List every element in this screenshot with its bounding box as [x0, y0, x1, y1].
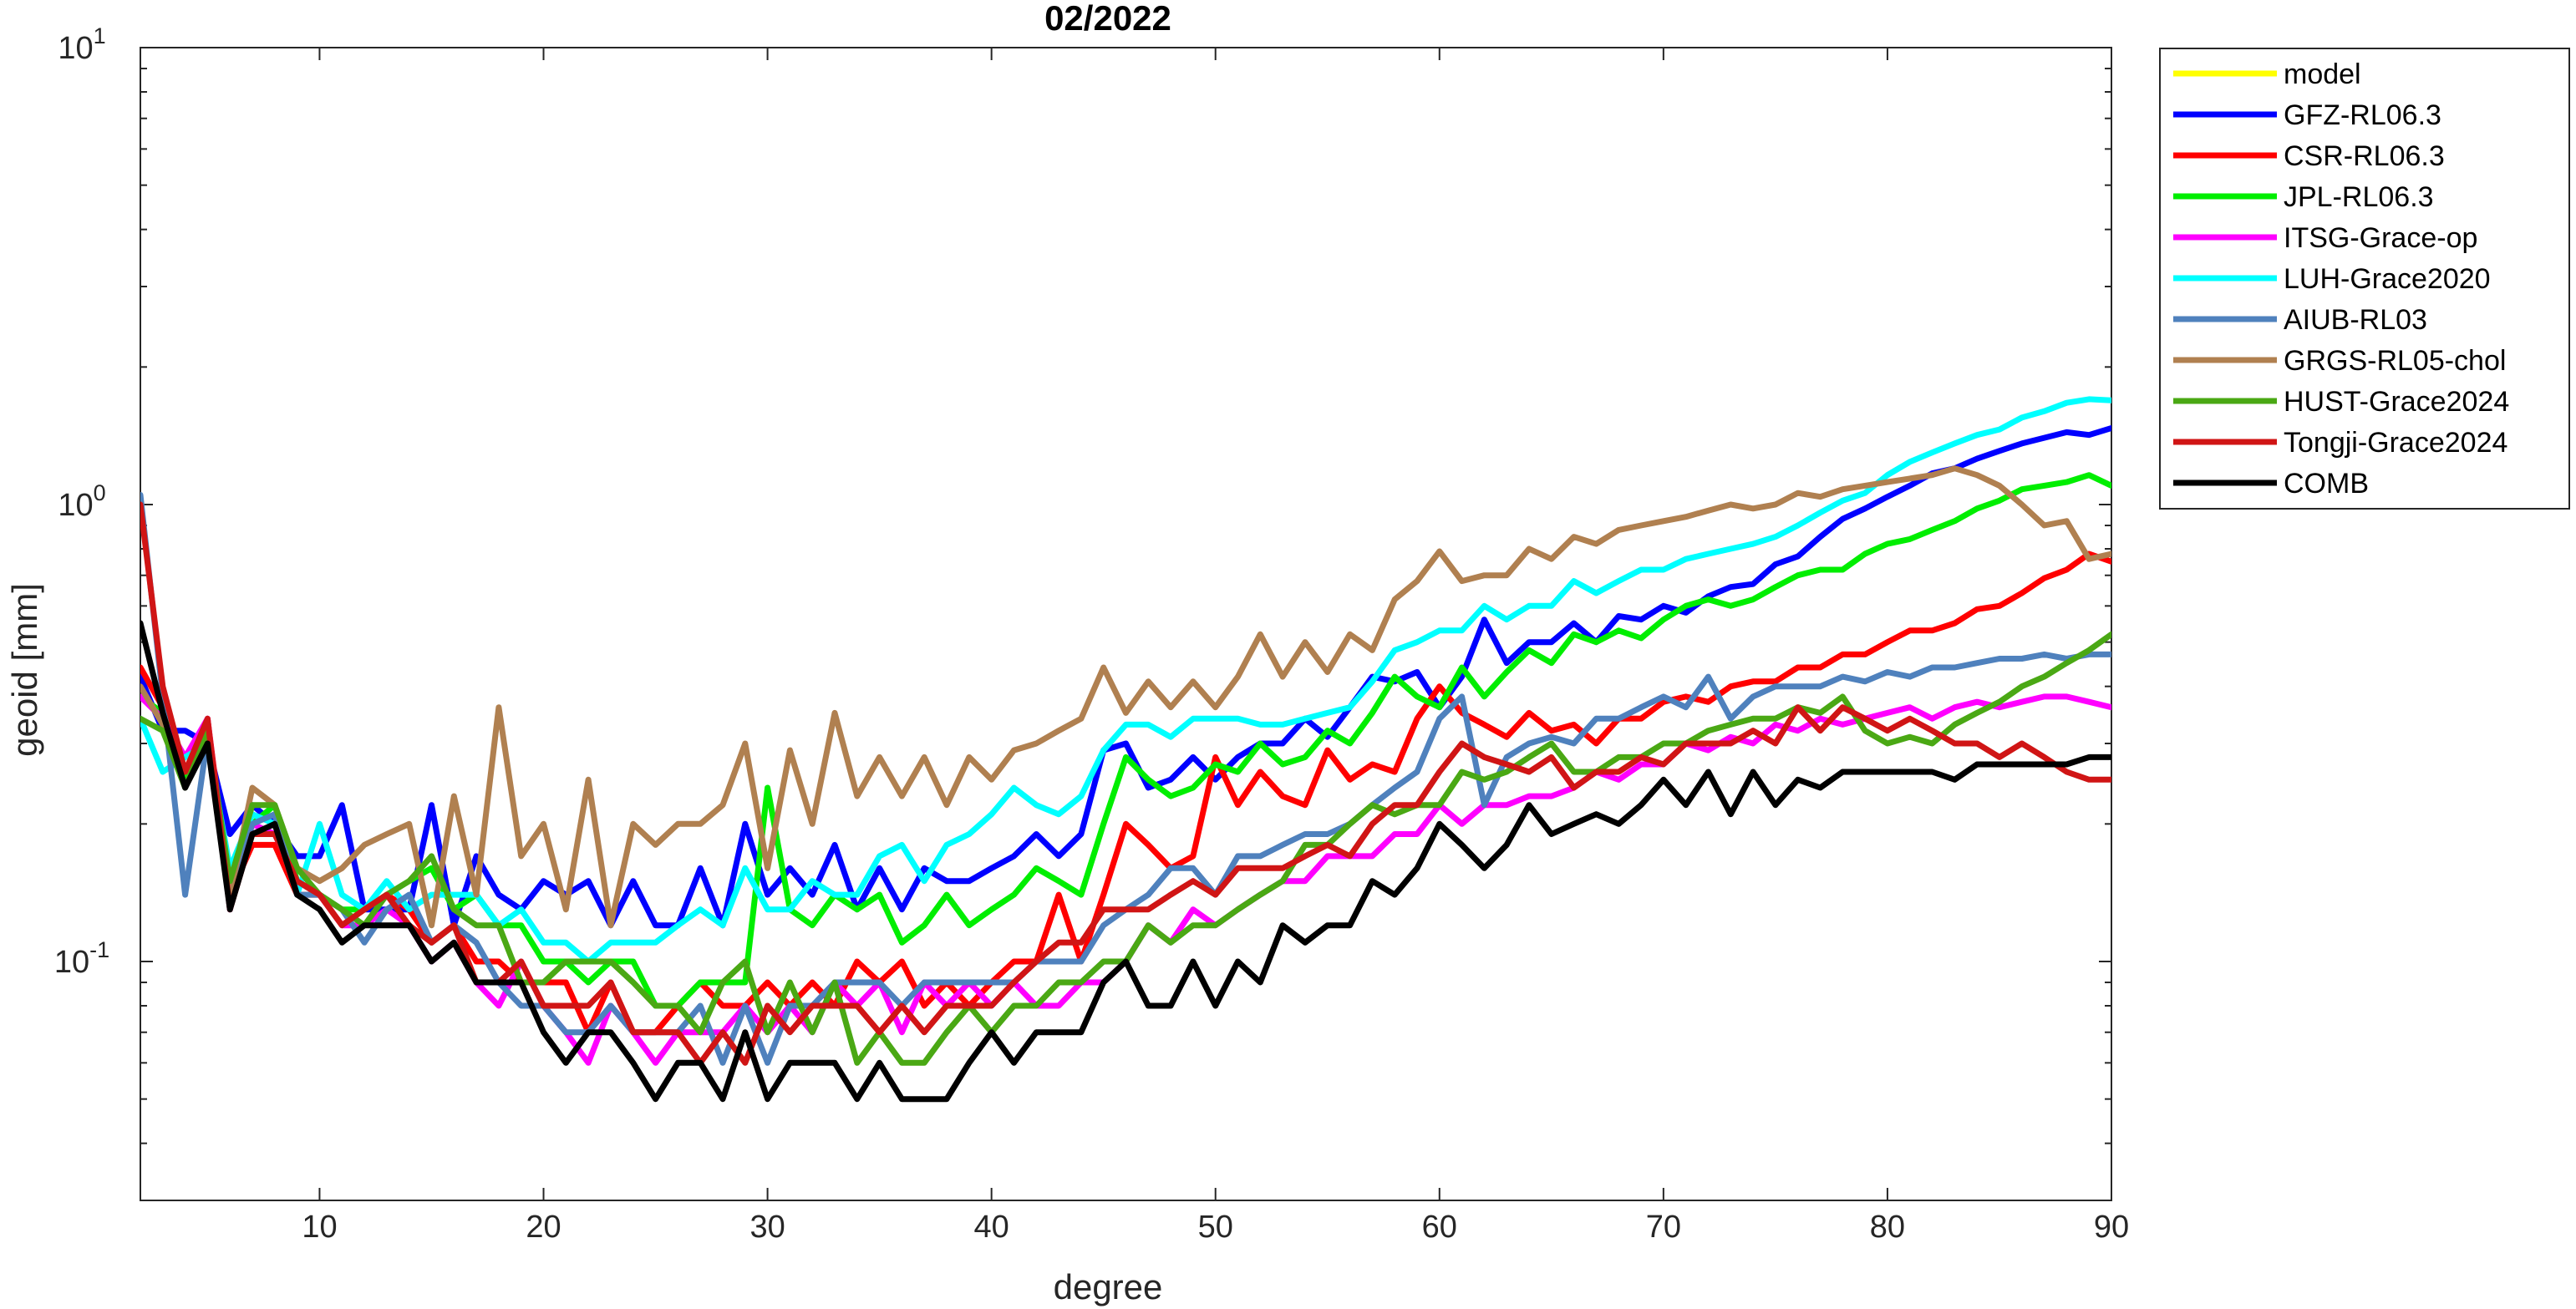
- x-tick-label: 80: [1870, 1210, 1905, 1245]
- legend-label: GFZ-RL06.3: [2284, 99, 2441, 131]
- legend-label: Tongji-Grace2024: [2284, 427, 2507, 459]
- x-tick-label: 20: [526, 1210, 561, 1245]
- series-line-csr-rl06-3: [140, 550, 2111, 1036]
- series-line-grgs-rl05-chol: [140, 465, 2111, 929]
- x-axis-title: degree: [1054, 1267, 1163, 1306]
- legend-label: ITSG-Grace-op: [2284, 222, 2477, 254]
- legend: model GFZ-RL06.3 CSR-RL06.3 JPL-RL06.3 ITSG-…: [2159, 48, 2570, 510]
- series-line-jpl-rl06-3: [140, 472, 2111, 1009]
- series-group: [140, 396, 2111, 1103]
- legend-label: LUH-Grace2020: [2284, 263, 2491, 295]
- x-tick-label: 70: [1646, 1210, 1681, 1245]
- legend-label: HUST-Grace2024: [2284, 386, 2509, 418]
- legend-label: GRGS-RL05-chol: [2284, 345, 2506, 377]
- series-line-comb: [140, 620, 2111, 1103]
- x-tick-label: 50: [1198, 1210, 1233, 1245]
- y-tick-label: 100: [58, 480, 105, 523]
- plot-area: 10 20 30 40 50 60 70 80 90 10-1 100 101: [54, 23, 2129, 1245]
- series-line-gfz-rl06-3: [140, 425, 2111, 929]
- legend-label: JPL-RL06.3: [2284, 181, 2434, 213]
- chart-title: 02/2022: [1044, 0, 1171, 38]
- y-tick-label: 101: [58, 23, 105, 66]
- x-tick-label: 30: [749, 1210, 785, 1245]
- x-tick-label: 60: [1422, 1210, 1457, 1245]
- legend-label: model: [2284, 58, 2361, 90]
- y-tick-label: 10-1: [54, 937, 109, 980]
- legend-label: AIUB-RL03: [2284, 304, 2427, 336]
- x-tick-label: 40: [974, 1210, 1009, 1245]
- x-tick-label: 10: [302, 1210, 337, 1245]
- y-axis-title: geoid [mm]: [5, 583, 44, 757]
- x-tick-label: 90: [2094, 1210, 2129, 1245]
- series-line-luh-grace2020: [140, 396, 2111, 965]
- legend-label: CSR-RL06.3: [2284, 140, 2445, 172]
- legend-label: COMB: [2284, 468, 2369, 500]
